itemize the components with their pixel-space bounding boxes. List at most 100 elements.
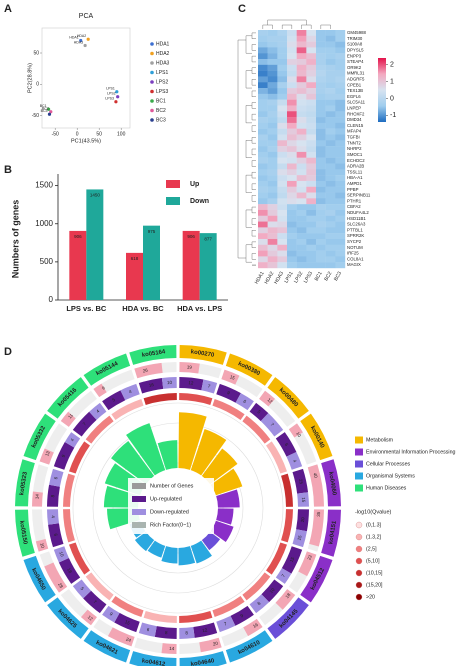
dendrogram bbox=[237, 32, 256, 266]
heatmap-cell bbox=[277, 105, 288, 112]
gene-count: 24 bbox=[125, 636, 132, 643]
heatmap-cell bbox=[287, 151, 297, 158]
heatmap-cell bbox=[316, 99, 326, 106]
heatmap-cell bbox=[277, 146, 288, 153]
plot-frame bbox=[41, 27, 131, 129]
heatmap-cell bbox=[316, 117, 326, 124]
heatmap-cell bbox=[277, 122, 288, 129]
up-arc bbox=[72, 411, 97, 437]
up-arc bbox=[275, 432, 297, 457]
heatmap-cell bbox=[325, 192, 336, 199]
gene-label: ADRA2B bbox=[347, 164, 364, 169]
q-cell bbox=[69, 542, 90, 575]
heatmap-cell bbox=[306, 140, 317, 147]
heatmap-cell bbox=[335, 59, 346, 66]
heatmap-cell bbox=[258, 82, 268, 89]
heatmap-cell bbox=[316, 111, 326, 118]
heatmap-cell bbox=[306, 151, 317, 158]
y-tick-label: 0 bbox=[49, 295, 54, 304]
y-tick-label: 0 bbox=[36, 82, 39, 88]
heatmap-cell bbox=[296, 111, 307, 118]
heatmap-cell bbox=[296, 117, 307, 124]
q-cell bbox=[85, 415, 114, 444]
class-legend-swatch bbox=[355, 448, 363, 456]
heatmap-cell bbox=[277, 151, 288, 158]
heatmap-cell bbox=[267, 221, 278, 228]
legend-label: BC1 bbox=[156, 98, 166, 104]
gene-count: 13 bbox=[44, 450, 51, 457]
down-count: 4 bbox=[51, 515, 56, 518]
q-cell bbox=[242, 572, 271, 601]
heatmap-cell bbox=[267, 186, 278, 193]
gene-label: DMD34 bbox=[347, 117, 362, 122]
q-legend-label: >20 bbox=[366, 594, 375, 600]
heatmap-cell bbox=[267, 128, 278, 135]
rich-bar bbox=[157, 440, 178, 470]
heatmap-cell bbox=[258, 244, 268, 251]
heatmap-cell bbox=[277, 111, 288, 118]
heatmap-cell bbox=[335, 134, 346, 141]
gene-label: TSSL11 bbox=[347, 169, 363, 174]
heatmap-cell bbox=[277, 215, 288, 222]
heatmap-cell bbox=[267, 209, 278, 216]
gene-label: COL8A1 bbox=[347, 256, 364, 261]
gene-bar bbox=[134, 362, 163, 379]
up-arc bbox=[281, 546, 303, 574]
down-arc bbox=[47, 509, 59, 525]
q-legend-label: (5,10] bbox=[366, 558, 380, 564]
heatmap-cell bbox=[258, 47, 268, 54]
gene-count: 18 bbox=[284, 592, 291, 599]
heatmap-cell bbox=[296, 221, 307, 228]
y-tick-label: -50 bbox=[32, 113, 39, 119]
up-count: 6 bbox=[53, 533, 59, 537]
heatmap-cell bbox=[287, 175, 297, 182]
heatmap-cell bbox=[335, 82, 346, 89]
up-count: 10 bbox=[269, 587, 276, 594]
heatmap-cell bbox=[267, 140, 278, 147]
x-tick-label: 100 bbox=[117, 131, 126, 137]
up-count: 15 bbox=[124, 619, 131, 626]
heatmap-cell bbox=[306, 30, 317, 37]
term-ring bbox=[267, 377, 309, 419]
heatmap-cell bbox=[267, 215, 278, 222]
heatmap-cell bbox=[277, 82, 288, 89]
heatmap-cell bbox=[296, 175, 307, 182]
heatmap-cell bbox=[296, 256, 307, 263]
gene-label: NDUFA4L2 bbox=[347, 210, 369, 215]
heatmap-cell bbox=[267, 256, 278, 263]
rich-bar bbox=[216, 508, 234, 525]
gene-label: ENPP3 bbox=[347, 53, 362, 58]
y-tick-label: 1000 bbox=[35, 219, 53, 228]
heatmap-cell bbox=[258, 180, 268, 187]
heatmap-cell bbox=[267, 192, 278, 199]
colorbar-label: 2 bbox=[390, 62, 394, 69]
point-label: BC3 bbox=[41, 109, 48, 113]
gene-label: MAGIX bbox=[347, 262, 361, 267]
gene-bar bbox=[107, 627, 135, 647]
q-cell bbox=[212, 596, 245, 617]
heatmap-cell bbox=[306, 209, 317, 216]
heatmap-cell bbox=[335, 76, 346, 83]
gene-count: 14 bbox=[169, 646, 175, 651]
gene-count: 28 bbox=[57, 582, 64, 589]
q-legend-marker bbox=[355, 569, 363, 577]
q-cell bbox=[63, 473, 75, 507]
down-count: 5 bbox=[80, 586, 86, 592]
heatmap-cell bbox=[296, 151, 307, 158]
y-tick-label: 1500 bbox=[35, 181, 53, 190]
heatmap-cell bbox=[287, 122, 297, 129]
down-arc bbox=[89, 402, 107, 420]
up-count: 18 bbox=[66, 567, 73, 574]
up-count: 8 bbox=[50, 494, 55, 497]
heatmap-cell bbox=[277, 192, 288, 199]
heatmap-cell bbox=[296, 146, 307, 153]
ring-legend-label: Up-regulated bbox=[150, 496, 182, 502]
heatmap-cell bbox=[258, 233, 268, 240]
gene-count: 10 bbox=[295, 431, 302, 438]
heatmap-cell bbox=[335, 215, 346, 222]
heatmap-cell bbox=[267, 250, 278, 257]
down-arc bbox=[260, 413, 284, 437]
gene-label: NOTUM bbox=[347, 245, 363, 250]
term-id: ko04612 bbox=[141, 658, 166, 666]
heatmap-cell bbox=[287, 30, 297, 37]
